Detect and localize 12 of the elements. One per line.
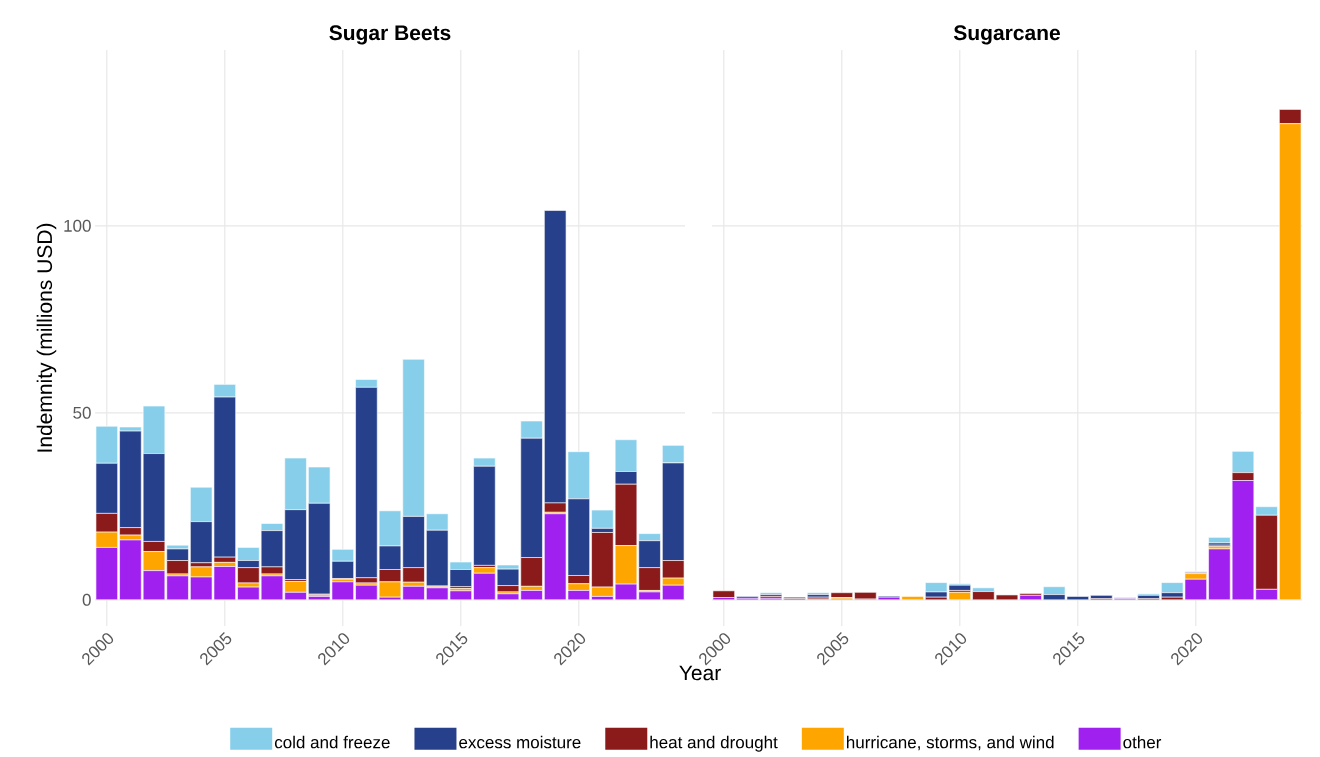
- y-tick-label: 50: [73, 406, 91, 419]
- y-tick-label: 0: [82, 593, 91, 606]
- chart-title: Sugarcane: [953, 25, 1060, 45]
- y-axis-title: Indemnity (millions USD): [36, 223, 57, 452]
- x-axis-title: Year: [679, 665, 721, 681]
- legend-label: heat and drought: [650, 735, 778, 752]
- legend-label: excess moisture: [459, 735, 581, 749]
- legend-label: cold and freeze: [274, 735, 390, 749]
- legend-label: hurricane, storms, and wind: [847, 735, 1054, 751]
- legend-label: other: [1123, 735, 1162, 749]
- chart-title: Sugar Beets: [329, 25, 451, 45]
- y-tick-label: 100: [64, 219, 91, 232]
